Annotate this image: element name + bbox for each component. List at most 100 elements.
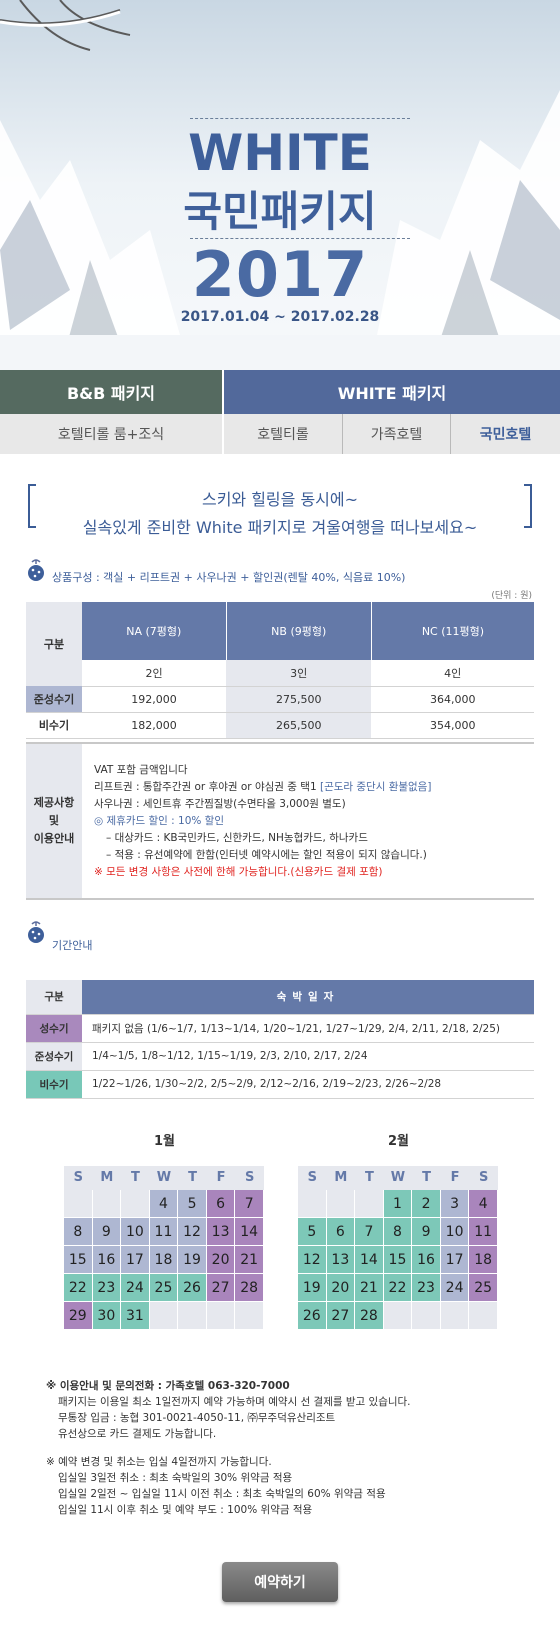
hero-title-en: WHITE bbox=[188, 124, 372, 182]
weekday-label: T bbox=[121, 1166, 150, 1190]
calendar-day-empty bbox=[326, 1190, 356, 1218]
weekday-label: W bbox=[383, 1166, 413, 1190]
weekday-label: S bbox=[64, 1166, 93, 1190]
calendar-day: 7 bbox=[355, 1218, 384, 1246]
calendar-day: 6 bbox=[326, 1218, 356, 1246]
calendar-day-empty bbox=[178, 1302, 207, 1330]
tab-white-package[interactable]: WHITE 패키지 bbox=[222, 370, 560, 414]
calendar-day: 14 bbox=[355, 1246, 384, 1274]
notes-contact-title: ※ 이용안내 및 문의전화 : 가족호텔 063-320-7000 bbox=[46, 1380, 290, 1392]
weekday-label: T bbox=[412, 1166, 441, 1190]
calendar-jan: S M T W T F S 4 5 6 7 8 9 10 11 12 13 14 15 16 17 18 19 20 21 22 2… bbox=[64, 1166, 264, 1330]
calendar-day-empty bbox=[383, 1302, 413, 1330]
price-cell: 364,000 bbox=[371, 686, 534, 713]
slogan: 스키와 힐링을 동시에~ 실속있게 준비한 White 패키지로 겨울여행을 떠… bbox=[28, 484, 532, 538]
price-table: 구분 NA (7평형) NB (9평형) NC (11평형) 2인 3인 4인 … bbox=[26, 602, 534, 739]
calendar-day: 8 bbox=[383, 1218, 413, 1246]
info-warning: ※ 모든 변경 사항은 사전에 한해 가능합니다.(신용카드 결제 포함) bbox=[94, 866, 383, 878]
calendar-day: 29 bbox=[64, 1302, 93, 1330]
calendar-day-empty bbox=[121, 1190, 150, 1218]
calendar-day: 26 bbox=[298, 1302, 327, 1330]
bracket-right bbox=[524, 484, 532, 528]
calendar-day-empty bbox=[149, 1302, 179, 1330]
calendar-day: 9 bbox=[92, 1218, 122, 1246]
calendar-day-empty bbox=[412, 1302, 441, 1330]
period-row-peak: 성수기 bbox=[26, 1014, 82, 1043]
table-row: 성수기 패키지 없음 (1/6~1/7, 1/13~1/14, 1/20~1/2… bbox=[26, 1014, 534, 1043]
calendar-day: 19 bbox=[178, 1246, 207, 1274]
calendar-day: 23 bbox=[92, 1274, 122, 1302]
calendar-day: 22 bbox=[64, 1274, 93, 1302]
calendar-day: 8 bbox=[64, 1218, 93, 1246]
calendar-day-empty bbox=[469, 1302, 498, 1330]
calendar-day: 28 bbox=[235, 1274, 264, 1302]
calendar-week: 22 23 24 25 26 27 28 bbox=[64, 1274, 264, 1302]
info-content: VAT 포함 금액입니다 리프트권 : 통합주간권 or 후야권 or 야심권 … bbox=[94, 762, 431, 881]
info-target-cards: – 대상카드 : KB국민카드, 신한카드, NH농협카드, 하나카드 bbox=[106, 832, 368, 844]
notes-cancel-title: ※ 예약 변경 및 취소는 입실 4일전까지 가능합니다. bbox=[46, 1456, 272, 1468]
ornament-icon bbox=[28, 921, 44, 943]
notes-line: 무통장 입금 : 농협 301-0021-4050-11, ㈜무주덕유산리조트 bbox=[58, 1412, 336, 1424]
tab-hotel-tyrol-room-breakfast[interactable]: 호텔티롤 룸+조식 bbox=[57, 427, 165, 443]
calendar-day-empty bbox=[206, 1302, 236, 1330]
row-label-semi-peak: 준성수기 bbox=[26, 686, 82, 713]
tab-national-hotel[interactable]: 국민호텔 bbox=[450, 414, 560, 454]
period-table: 구분 숙박일자 성수기 패키지 없음 (1/6~1/7, 1/13~1/14, … bbox=[26, 980, 534, 1099]
weekday-label: M bbox=[326, 1166, 356, 1190]
calendar-day-empty bbox=[64, 1190, 93, 1218]
period-value: 패키지 없음 (1/6~1/7, 1/13~1/14, 1/20~1/21, 1… bbox=[82, 1014, 534, 1043]
calendar-day: 21 bbox=[235, 1246, 264, 1274]
weekday-label: S bbox=[298, 1166, 327, 1190]
calendar-day: 24 bbox=[440, 1274, 470, 1302]
calendar-day: 12 bbox=[178, 1218, 207, 1246]
table-row: 비수기 182,000 265,500 354,000 bbox=[26, 712, 534, 739]
tab-family-hotel[interactable]: 가족호텔 bbox=[342, 414, 450, 454]
weekday-label: F bbox=[206, 1166, 236, 1190]
calendar-week: 26 27 28 bbox=[298, 1302, 498, 1330]
tab-hotel-tyrol[interactable]: 호텔티롤 bbox=[222, 414, 342, 454]
hero-banner: WHITE 국민패키지 2017 2017.01.04 ~ 2017.02.28 bbox=[0, 0, 560, 370]
tab-bb-package[interactable]: B&B 패키지 bbox=[0, 370, 222, 414]
calendar-day: 19 bbox=[298, 1274, 327, 1302]
snow-forest-background bbox=[0, 0, 560, 370]
calendar-day: 22 bbox=[383, 1274, 413, 1302]
hero-divider-bottom bbox=[190, 238, 410, 239]
calendar-week: 12 13 14 15 16 17 18 bbox=[298, 1246, 498, 1274]
hero-divider-top bbox=[190, 118, 410, 119]
col-nb: NB (9평형) bbox=[226, 602, 372, 660]
price-cell: 182,000 bbox=[82, 712, 227, 739]
period-row-off-peak: 비수기 bbox=[26, 1070, 82, 1099]
calendar-day: 5 bbox=[178, 1190, 207, 1218]
calendar-week: 5 6 7 8 9 10 11 bbox=[298, 1218, 498, 1246]
persons-nc: 4인 bbox=[371, 660, 534, 687]
notes: ※ 이용안내 및 문의전화 : 가족호텔 063-320-7000 패키지는 이… bbox=[46, 1378, 411, 1518]
table-row: 준성수기 192,000 275,500 364,000 bbox=[26, 686, 534, 713]
info-card-discount: ◎ 제휴카드 할인 : 10% 할인 bbox=[94, 815, 225, 827]
table-row: 준성수기 1/4~1/5, 1/8~1/12, 1/15~1/19, 2/3, … bbox=[26, 1042, 534, 1071]
price-cell: 265,500 bbox=[226, 712, 372, 739]
calendar-day: 13 bbox=[206, 1218, 236, 1246]
hero-dates: 2017.01.04 ~ 2017.02.28 bbox=[180, 309, 380, 325]
notes-line: 유선상으로 카드 결제도 가능합니다. bbox=[58, 1428, 217, 1440]
col-na: NA (7평형) bbox=[82, 602, 227, 660]
calendar-day: 20 bbox=[326, 1274, 356, 1302]
calendar-day-empty bbox=[298, 1190, 327, 1218]
bracket-left bbox=[28, 484, 36, 528]
weekday-label: W bbox=[149, 1166, 179, 1190]
calendar-day: 23 bbox=[412, 1274, 441, 1302]
calendar-day: 25 bbox=[469, 1274, 498, 1302]
reserve-button[interactable]: 예약하기 bbox=[222, 1562, 338, 1602]
slogan-line-1: 스키와 힐링을 동시에~ bbox=[201, 490, 359, 509]
notes-line: 입실일 11시 이후 취소 및 예약 부도 : 100% 위약금 적용 bbox=[58, 1504, 313, 1516]
slogan-line-2: 실속있게 준비한 White 패키지로 겨울여행을 떠나보세요~ bbox=[82, 518, 478, 537]
main-tabs: B&B 패키지 WHITE 패키지 bbox=[0, 370, 560, 414]
calendar-day-empty bbox=[440, 1302, 470, 1330]
calendar-day: 2 bbox=[412, 1190, 441, 1218]
calendar-week: 19 20 21 22 23 24 25 bbox=[298, 1274, 498, 1302]
ornament-icon bbox=[28, 559, 44, 581]
calendar-day: 28 bbox=[355, 1302, 384, 1330]
info-lift-note: [곤도라 중단시 환불없음] bbox=[319, 781, 432, 793]
